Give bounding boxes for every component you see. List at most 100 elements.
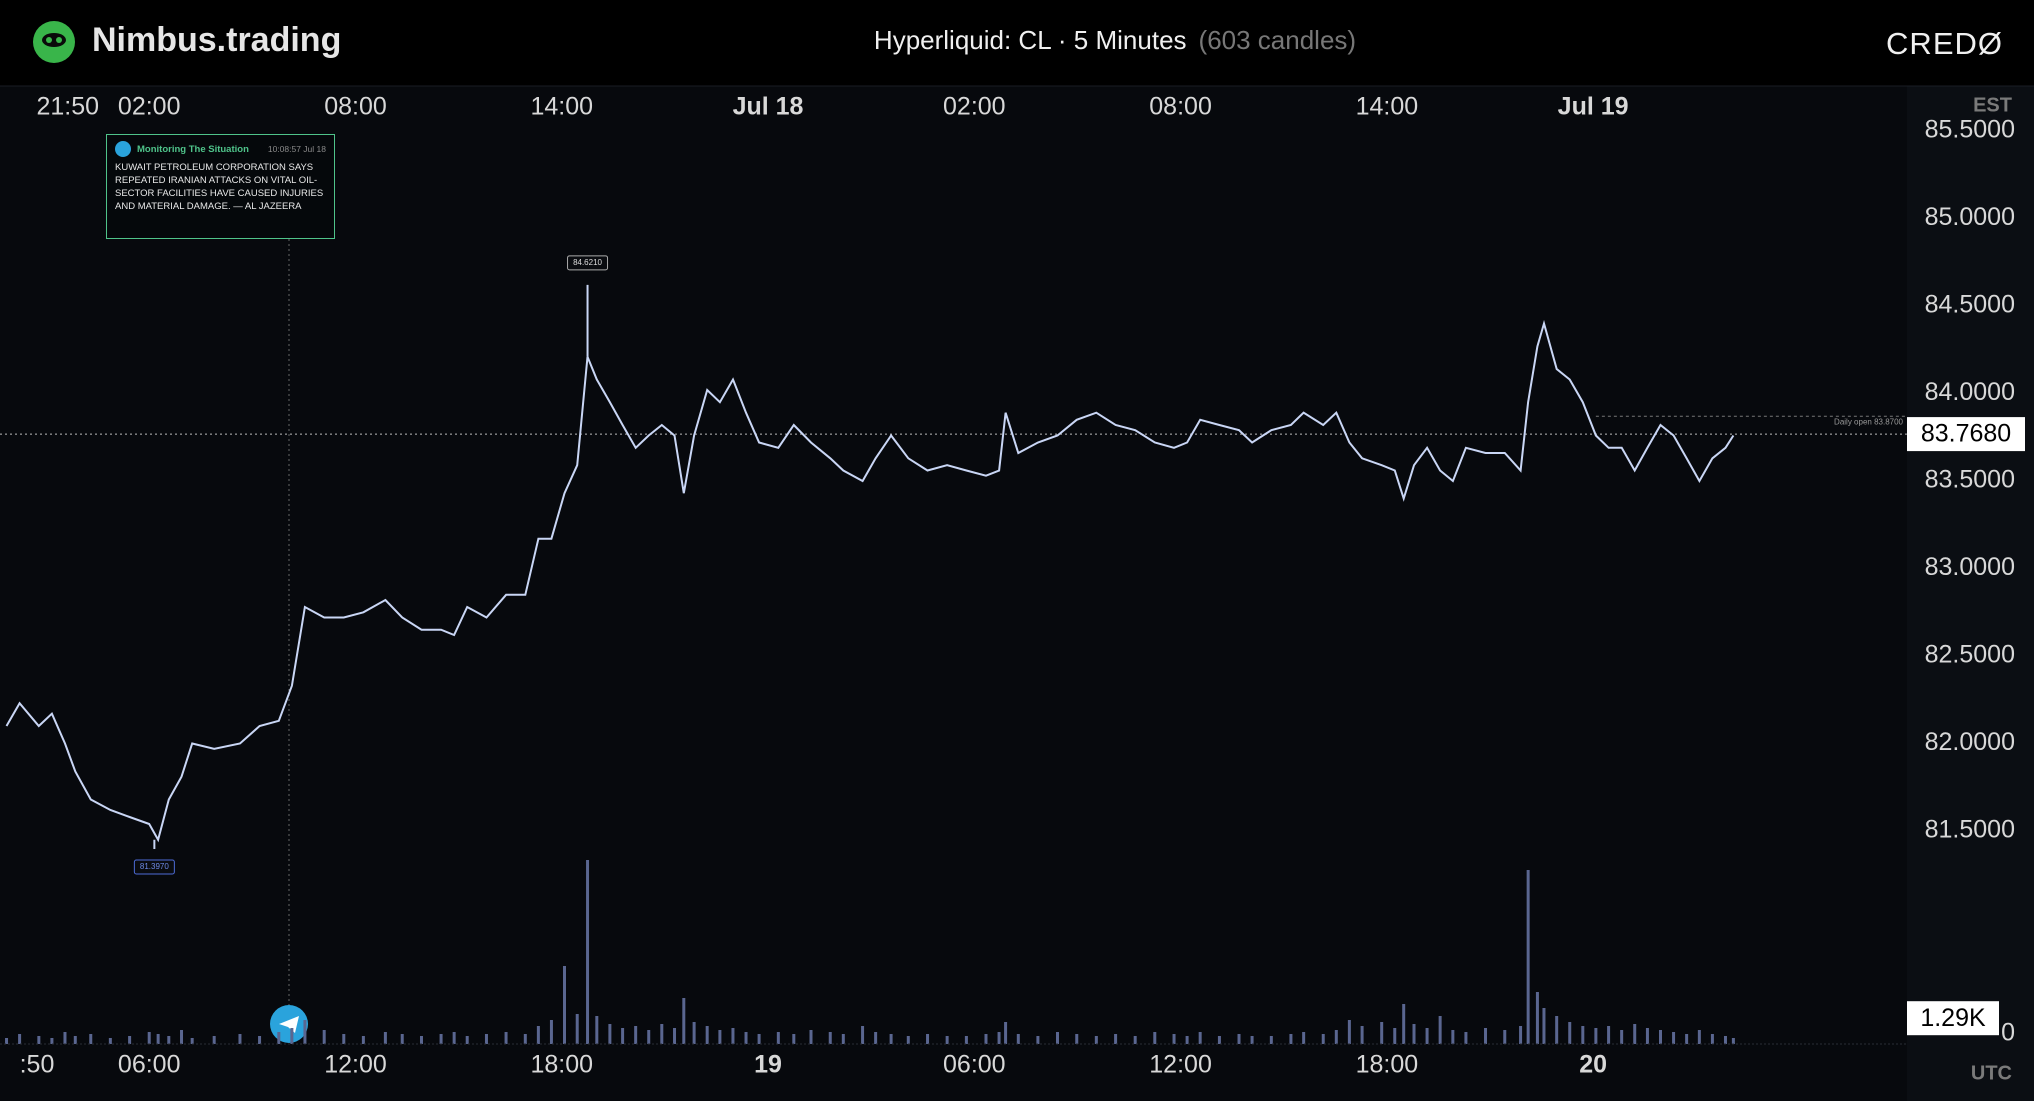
market: Hyperliquid: CL · 5 Minutes [874,25,1187,55]
low-label-box [133,859,175,875]
note-icon [115,141,131,157]
volume-bar [634,1026,638,1044]
y-tick-label: 82.0000 [1925,728,2015,756]
volume-bar [1451,1030,1455,1044]
volume-bar [1393,1028,1397,1044]
x-tick-label: 14:00 [530,93,593,121]
volume-bar [63,1032,67,1044]
volume-bar [1055,1032,1059,1044]
volume-bar [238,1034,242,1044]
volume-bar [731,1028,735,1044]
header-bar [0,0,2034,86]
volume-bar [621,1028,625,1044]
x-tick-label: 12:00 [324,1051,387,1079]
last-price-label: 83.7680 [1921,420,2011,448]
volume-bar [1672,1032,1676,1044]
note-time: 10:08:57 Jul 18 [267,143,326,154]
volume-bar [1568,1022,1572,1044]
volume-bar [1036,1036,1040,1044]
volume-bar [1607,1026,1611,1044]
logo [33,21,75,63]
y-tick-label: 83.0000 [1925,553,2015,581]
volume-bar [1321,1034,1325,1044]
volume-bar [1542,1008,1546,1044]
x-tick-label: 21:50 [36,93,99,121]
volume-bar [1685,1034,1689,1044]
volume-bar [1438,1016,1442,1044]
volume-bar [452,1032,456,1044]
volume-bar [1269,1036,1273,1044]
volume-bar [718,1030,722,1044]
x-tick-label: 18:00 [1356,1051,1419,1079]
partner-logo: CREDØ [1886,26,2003,61]
volume-bar [484,1034,488,1044]
news-annotation[interactable]: Monitoring The Situation 10:08:57 Jul 18 … [106,134,335,239]
volume-bar [705,1026,709,1044]
volume-bar [536,1026,540,1044]
x-tick-label: Jul 19 [1558,93,1629,121]
x-tick-label: 02:00 [943,93,1006,121]
volume-bar [361,1036,365,1044]
volume-bar [322,1030,326,1044]
volume-bar [89,1034,93,1044]
volume-bar [383,1032,387,1044]
volume-bar [1659,1030,1663,1044]
x-tick-label: 06:00 [943,1051,1006,1079]
volume-bar [1697,1030,1701,1044]
last-volume-box [1907,1001,1999,1036]
volume-bar [647,1030,651,1044]
volume-bar [586,860,590,1044]
volume-bar [1620,1030,1624,1044]
volume-bar [1645,1028,1649,1044]
volume-bar [1710,1034,1714,1044]
volume-bar [1094,1036,1098,1044]
volume-bar [809,1030,813,1044]
x-axis-label: EST [1973,94,2012,116]
volume-bar [1526,870,1530,1044]
volume-bar [400,1034,404,1044]
note-header: Monitoring The Situation 10:08:57 Jul 18 [115,141,326,157]
volume-bar [997,1032,1001,1044]
y-tick-label: 85.0000 [1925,203,2015,231]
volume-bar [419,1036,423,1044]
volume-bar [212,1036,216,1044]
volume-bar [1503,1030,1507,1044]
price-axis-panel [1907,86,2034,1101]
volume-bar [660,1024,664,1044]
volume-bar [128,1036,132,1044]
volume-bar [575,1014,579,1044]
volume-bar [504,1032,508,1044]
volume-bar [108,1038,112,1044]
volume-bar [1075,1034,1079,1044]
volume-bar [1198,1032,1202,1044]
volume-bar [926,1034,930,1044]
volume-bar [1302,1032,1306,1044]
volume-bar [1594,1028,1598,1044]
y-tick-label: 85.5000 [1925,116,2015,144]
x-tick-label: 02:00 [118,93,181,121]
volume-bar [277,1032,281,1044]
volume-bar [1289,1034,1293,1044]
volume-bar [692,1022,696,1044]
volume-bar [673,1028,677,1044]
volume-bar [608,1024,612,1044]
volume-bar [1347,1020,1351,1044]
telegram-icon[interactable] [270,1005,308,1043]
volume-bar [1133,1036,1137,1044]
volume-bar [190,1038,194,1044]
volume-bar [1237,1034,1241,1044]
volume-bar [595,1016,599,1044]
volume-bar [1250,1036,1254,1044]
volume-bar [874,1032,878,1044]
x-tick-label: 20 [1579,1051,1607,1079]
volume-bar [841,1034,845,1044]
y-tick-label: 81.5000 [1925,816,2015,844]
volume-bar [156,1034,160,1044]
last-volume-label: 1.29K [1920,1004,1986,1032]
volume-bar [1172,1034,1176,1044]
volume-bar [828,1032,832,1044]
volume-bar [50,1038,54,1044]
last-price-box [1907,417,2025,452]
volume-bar [342,1034,346,1044]
